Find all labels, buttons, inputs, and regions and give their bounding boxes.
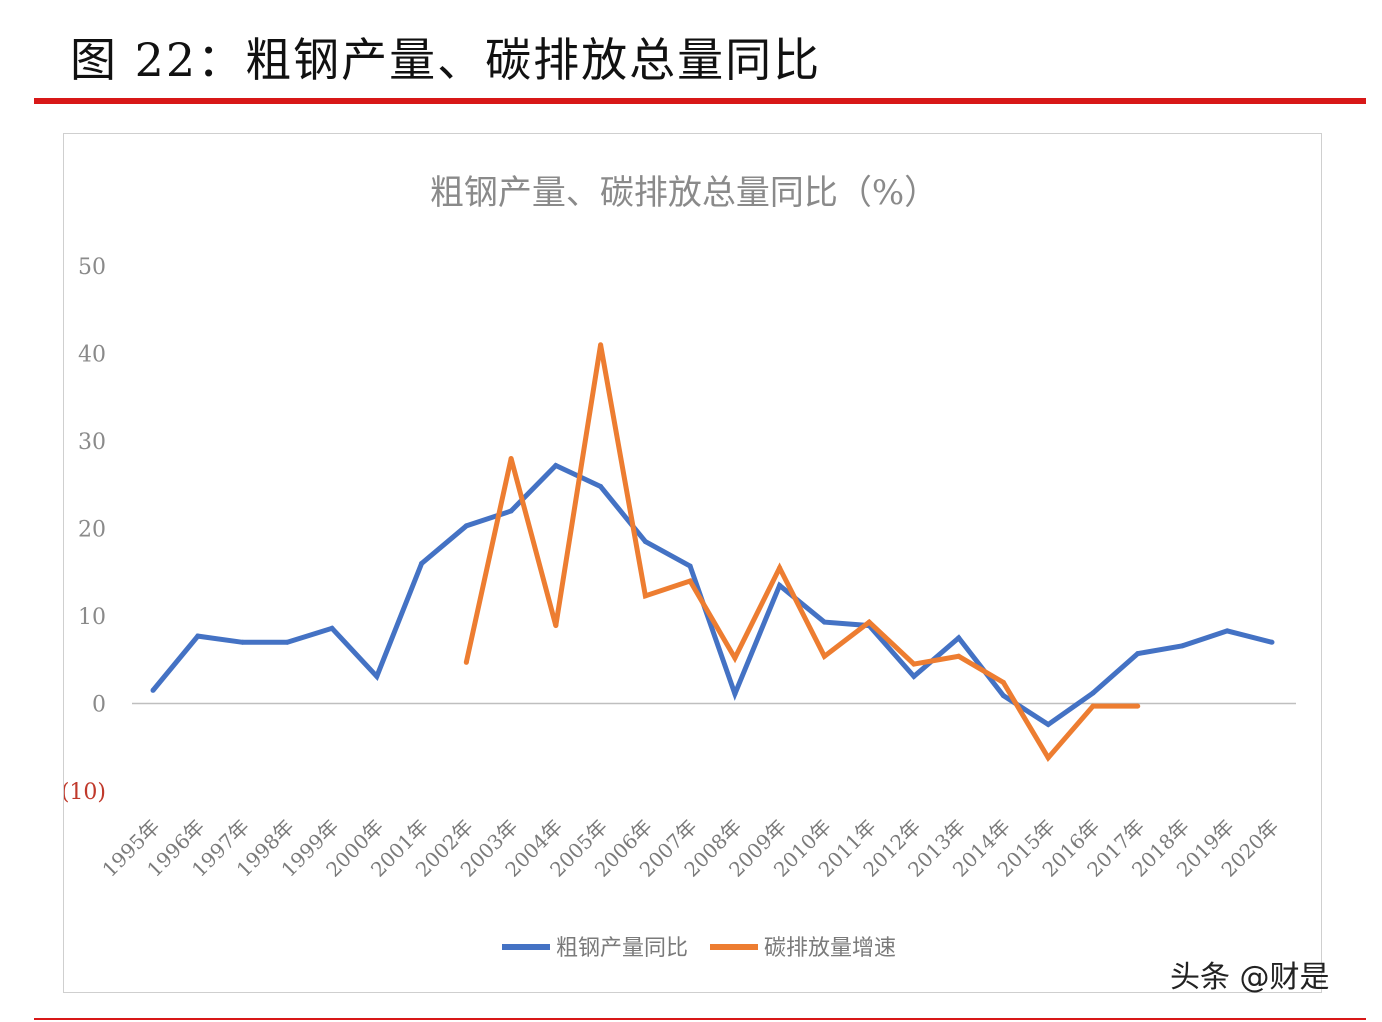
data-point: [956, 635, 962, 641]
data-point: [1045, 755, 1051, 761]
data-point: [553, 623, 559, 629]
data-point: [732, 691, 738, 697]
data-point: [1135, 651, 1141, 657]
series-line-1: [151, 462, 1273, 728]
x-axis: 1995年1996年1997年1998年1999年2000年2001年2002年…: [97, 702, 1296, 882]
data-point: [284, 639, 290, 645]
legend: 粗钢产量同比 碳排放量增速: [502, 936, 896, 961]
series-layer: [150, 342, 1275, 763]
bottom-rule: [34, 1018, 1366, 1020]
data-point: [329, 625, 335, 631]
watermark: 头条 @财是: [1170, 960, 1330, 995]
legend-label: 碳排放量增速: [764, 936, 896, 961]
data-point: [777, 565, 783, 571]
data-point: [598, 342, 604, 348]
data-point: [821, 653, 827, 659]
y-tick-label: 10: [78, 605, 106, 630]
data-point: [1269, 639, 1275, 645]
data-point: [598, 484, 604, 489]
data-point: [732, 655, 738, 661]
data-point: [463, 523, 469, 529]
data-point: [911, 673, 917, 679]
data-point: [911, 661, 917, 667]
data-point: [1090, 703, 1096, 709]
y-tick-label: (10): [64, 780, 106, 805]
y-tick-label: 0: [92, 693, 106, 718]
data-point: [821, 619, 827, 625]
y-axis-ticks: 50 40 30 20 10 0 (10): [64, 255, 106, 805]
data-point: [866, 619, 872, 625]
title-rule: [34, 98, 1366, 104]
data-point: [1224, 628, 1230, 634]
y-tick-label: 20: [78, 518, 106, 543]
data-point: [1179, 643, 1185, 649]
data-point: [642, 593, 648, 599]
data-point: [419, 561, 425, 566]
figure-title: 图 22：粗钢产量、碳排放总量同比: [70, 33, 822, 87]
chart-container: 粗钢产量、碳排放总量同比（%） 50 40 30 20 10 0 (10) 1995年 199…: [63, 133, 1322, 993]
data-point: [150, 687, 156, 693]
data-point: [508, 456, 514, 461]
data-point: [1045, 722, 1051, 727]
data-point: [1000, 693, 1006, 699]
legend-label: 粗钢产量同比: [556, 936, 688, 961]
data-point: [1090, 690, 1096, 696]
data-point: [642, 539, 648, 545]
chart-title: 粗钢产量、碳排放总量同比（%）: [430, 173, 938, 213]
data-point: [553, 463, 559, 468]
data-point: [240, 639, 246, 645]
data-point: [463, 659, 469, 665]
data-point: [687, 578, 693, 584]
data-point: [374, 673, 380, 679]
data-point: [195, 633, 201, 639]
y-tick-label: 40: [78, 343, 106, 368]
y-tick-label: 30: [78, 430, 106, 455]
data-point: [1000, 680, 1006, 685]
series-line-2: [463, 344, 1138, 763]
y-tick-label: 50: [78, 255, 106, 280]
data-point: [687, 563, 693, 569]
data-point: [508, 508, 514, 514]
line-chart: 粗钢产量、碳排放总量同比（%） 50 40 30 20 10 0 (10) 1995年199…: [64, 173, 1296, 961]
data-point: [777, 582, 783, 588]
data-point: [1135, 703, 1141, 709]
data-point: [956, 653, 962, 659]
